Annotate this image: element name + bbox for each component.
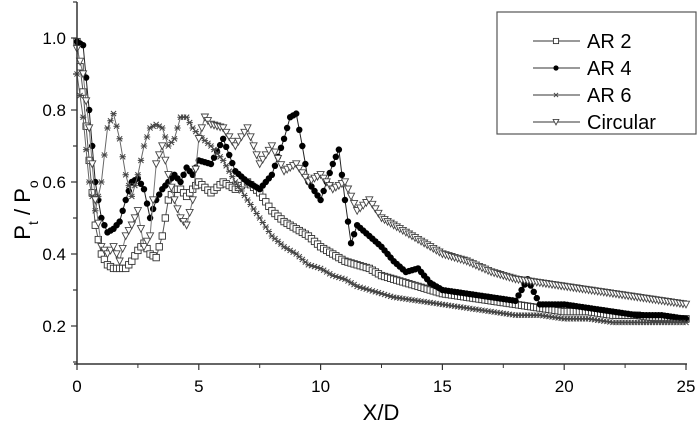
x-tick-label: 25 — [677, 377, 696, 396]
series-ar-4 — [73, 38, 690, 322]
y-title-sub-t: t — [25, 221, 41, 225]
y-title-sep: / — [10, 203, 35, 221]
plot-series — [72, 37, 691, 326]
svg-text:Pt / Po: Pt / Po — [10, 180, 41, 240]
legend-marker-icon — [552, 37, 560, 45]
x-tick-label: 5 — [194, 377, 203, 396]
axes: 0 5 10 15 20 25 0.2 0.4 0.6 0.8 1.0 — [42, 1, 695, 396]
y-ticks: 0.2 0.4 0.6 0.8 1.0 — [42, 1, 77, 363]
legend: AR 2 AR 4 AR 6 Circular — [496, 11, 697, 135]
legend-label-ar2: AR 2 — [587, 31, 631, 53]
y-tick-label: 0.8 — [42, 101, 66, 120]
series-ar-2 — [73, 37, 690, 323]
legend-marker-icon — [553, 92, 559, 98]
y-tick-label: 1.0 — [42, 29, 66, 48]
x-ticks: 0 5 10 15 20 25 — [72, 364, 695, 396]
series-circular — [72, 45, 691, 309]
x-tick-label: 0 — [72, 377, 81, 396]
legend-marker-icon — [553, 65, 559, 71]
series-ar-6 — [73, 71, 690, 326]
x-axis-title: X/D — [363, 400, 400, 425]
x-tick-label: 10 — [311, 377, 330, 396]
y-title-sub-o: o — [25, 180, 41, 188]
legend-label-ar4: AR 4 — [587, 58, 631, 80]
legend-marker-icon — [552, 118, 560, 126]
y-title-p1: P — [10, 225, 35, 240]
legend-box — [496, 11, 697, 135]
legend-label-circular: Circular — [587, 112, 656, 134]
y-tick-label: 0.2 — [42, 317, 66, 336]
x-tick-label: 20 — [555, 377, 574, 396]
legend-label-ar6: AR 6 — [587, 85, 631, 107]
y-tick-label: 0.4 — [42, 245, 66, 264]
y-tick-label: 0.6 — [42, 173, 66, 192]
x-tick-label: 15 — [433, 377, 452, 396]
y-title-p2: P — [10, 188, 35, 203]
y-axis-title: Pt / Po — [10, 180, 41, 240]
